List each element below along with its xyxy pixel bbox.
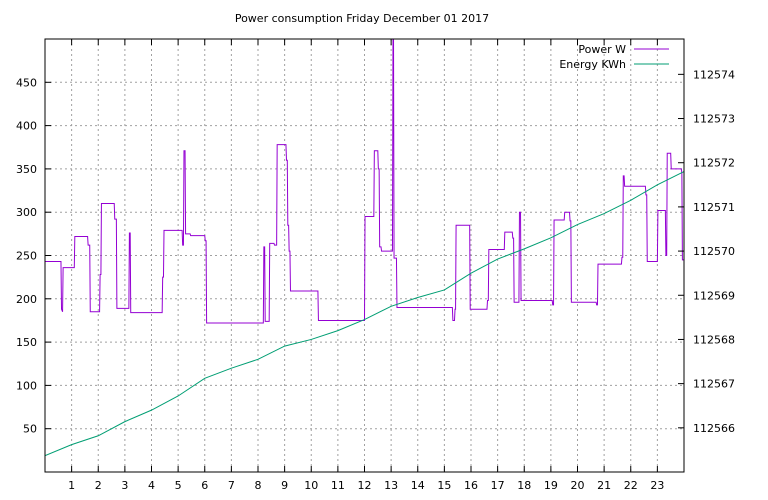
y-tick-label: 250 xyxy=(16,250,37,263)
x-tick-label: 2 xyxy=(95,479,102,492)
y2-tick-label: 112572 xyxy=(693,157,735,170)
x-tick-label: 18 xyxy=(517,479,531,492)
x-tick-label: 6 xyxy=(201,479,208,492)
x-tick-label: 5 xyxy=(175,479,182,492)
x-tick-label: 10 xyxy=(304,479,318,492)
y-tick-label: 450 xyxy=(16,76,37,89)
y-tick-label: 100 xyxy=(16,379,37,392)
x-tick-label: 16 xyxy=(464,479,478,492)
y-tick-label: 150 xyxy=(16,336,37,349)
y2-tick-label: 112574 xyxy=(693,68,735,81)
axis-ticks xyxy=(45,39,684,472)
tick-labels: 1 2 3 4 5 6 7 8 9 10 11 12 13 14 15 16 17 18 19 20 21 22 23501… xyxy=(16,68,735,492)
y-tick-label: 200 xyxy=(16,293,37,306)
legend: Power W Energy KWh xyxy=(559,43,669,71)
x-tick-label: 21 xyxy=(597,479,611,492)
x-tick-label: 12 xyxy=(358,479,372,492)
x-tick-label: 17 xyxy=(491,479,505,492)
y-tick-label: 350 xyxy=(16,163,37,176)
x-tick-label: 9 xyxy=(281,479,288,492)
y2-tick-label: 112569 xyxy=(693,289,735,302)
x-tick-label: 4 xyxy=(148,479,155,492)
x-tick-label: 11 xyxy=(331,479,345,492)
x-tick-label: 8 xyxy=(255,479,262,492)
y-tick-label: 400 xyxy=(16,120,37,133)
y-tick-label: 300 xyxy=(16,206,37,219)
x-tick-label: 1 xyxy=(68,479,75,492)
chart-title: Power consumption Friday December 01 201… xyxy=(235,12,489,25)
x-tick-label: 7 xyxy=(228,479,235,492)
x-tick-label: 20 xyxy=(571,479,585,492)
series-lines xyxy=(45,39,684,457)
legend-label-power: Power W xyxy=(578,43,626,56)
x-tick-label: 22 xyxy=(624,479,638,492)
y2-tick-label: 112568 xyxy=(693,333,735,346)
legend-label-energy: Energy KWh xyxy=(559,58,626,71)
grid-lines xyxy=(45,39,684,472)
series-line-power xyxy=(45,39,684,324)
series-line-energy xyxy=(45,171,684,457)
x-tick-label: 3 xyxy=(121,479,128,492)
x-tick-label: 15 xyxy=(437,479,451,492)
y2-tick-label: 112571 xyxy=(693,201,735,214)
y2-tick-label: 112570 xyxy=(693,245,735,258)
y2-tick-label: 112573 xyxy=(693,113,735,126)
x-tick-label: 14 xyxy=(411,479,425,492)
x-tick-label: 19 xyxy=(544,479,558,492)
y2-tick-label: 112566 xyxy=(693,422,735,435)
x-tick-label: 13 xyxy=(384,479,398,492)
y2-tick-label: 112567 xyxy=(693,378,735,391)
y-tick-label: 50 xyxy=(23,423,37,436)
x-tick-label: 23 xyxy=(650,479,664,492)
